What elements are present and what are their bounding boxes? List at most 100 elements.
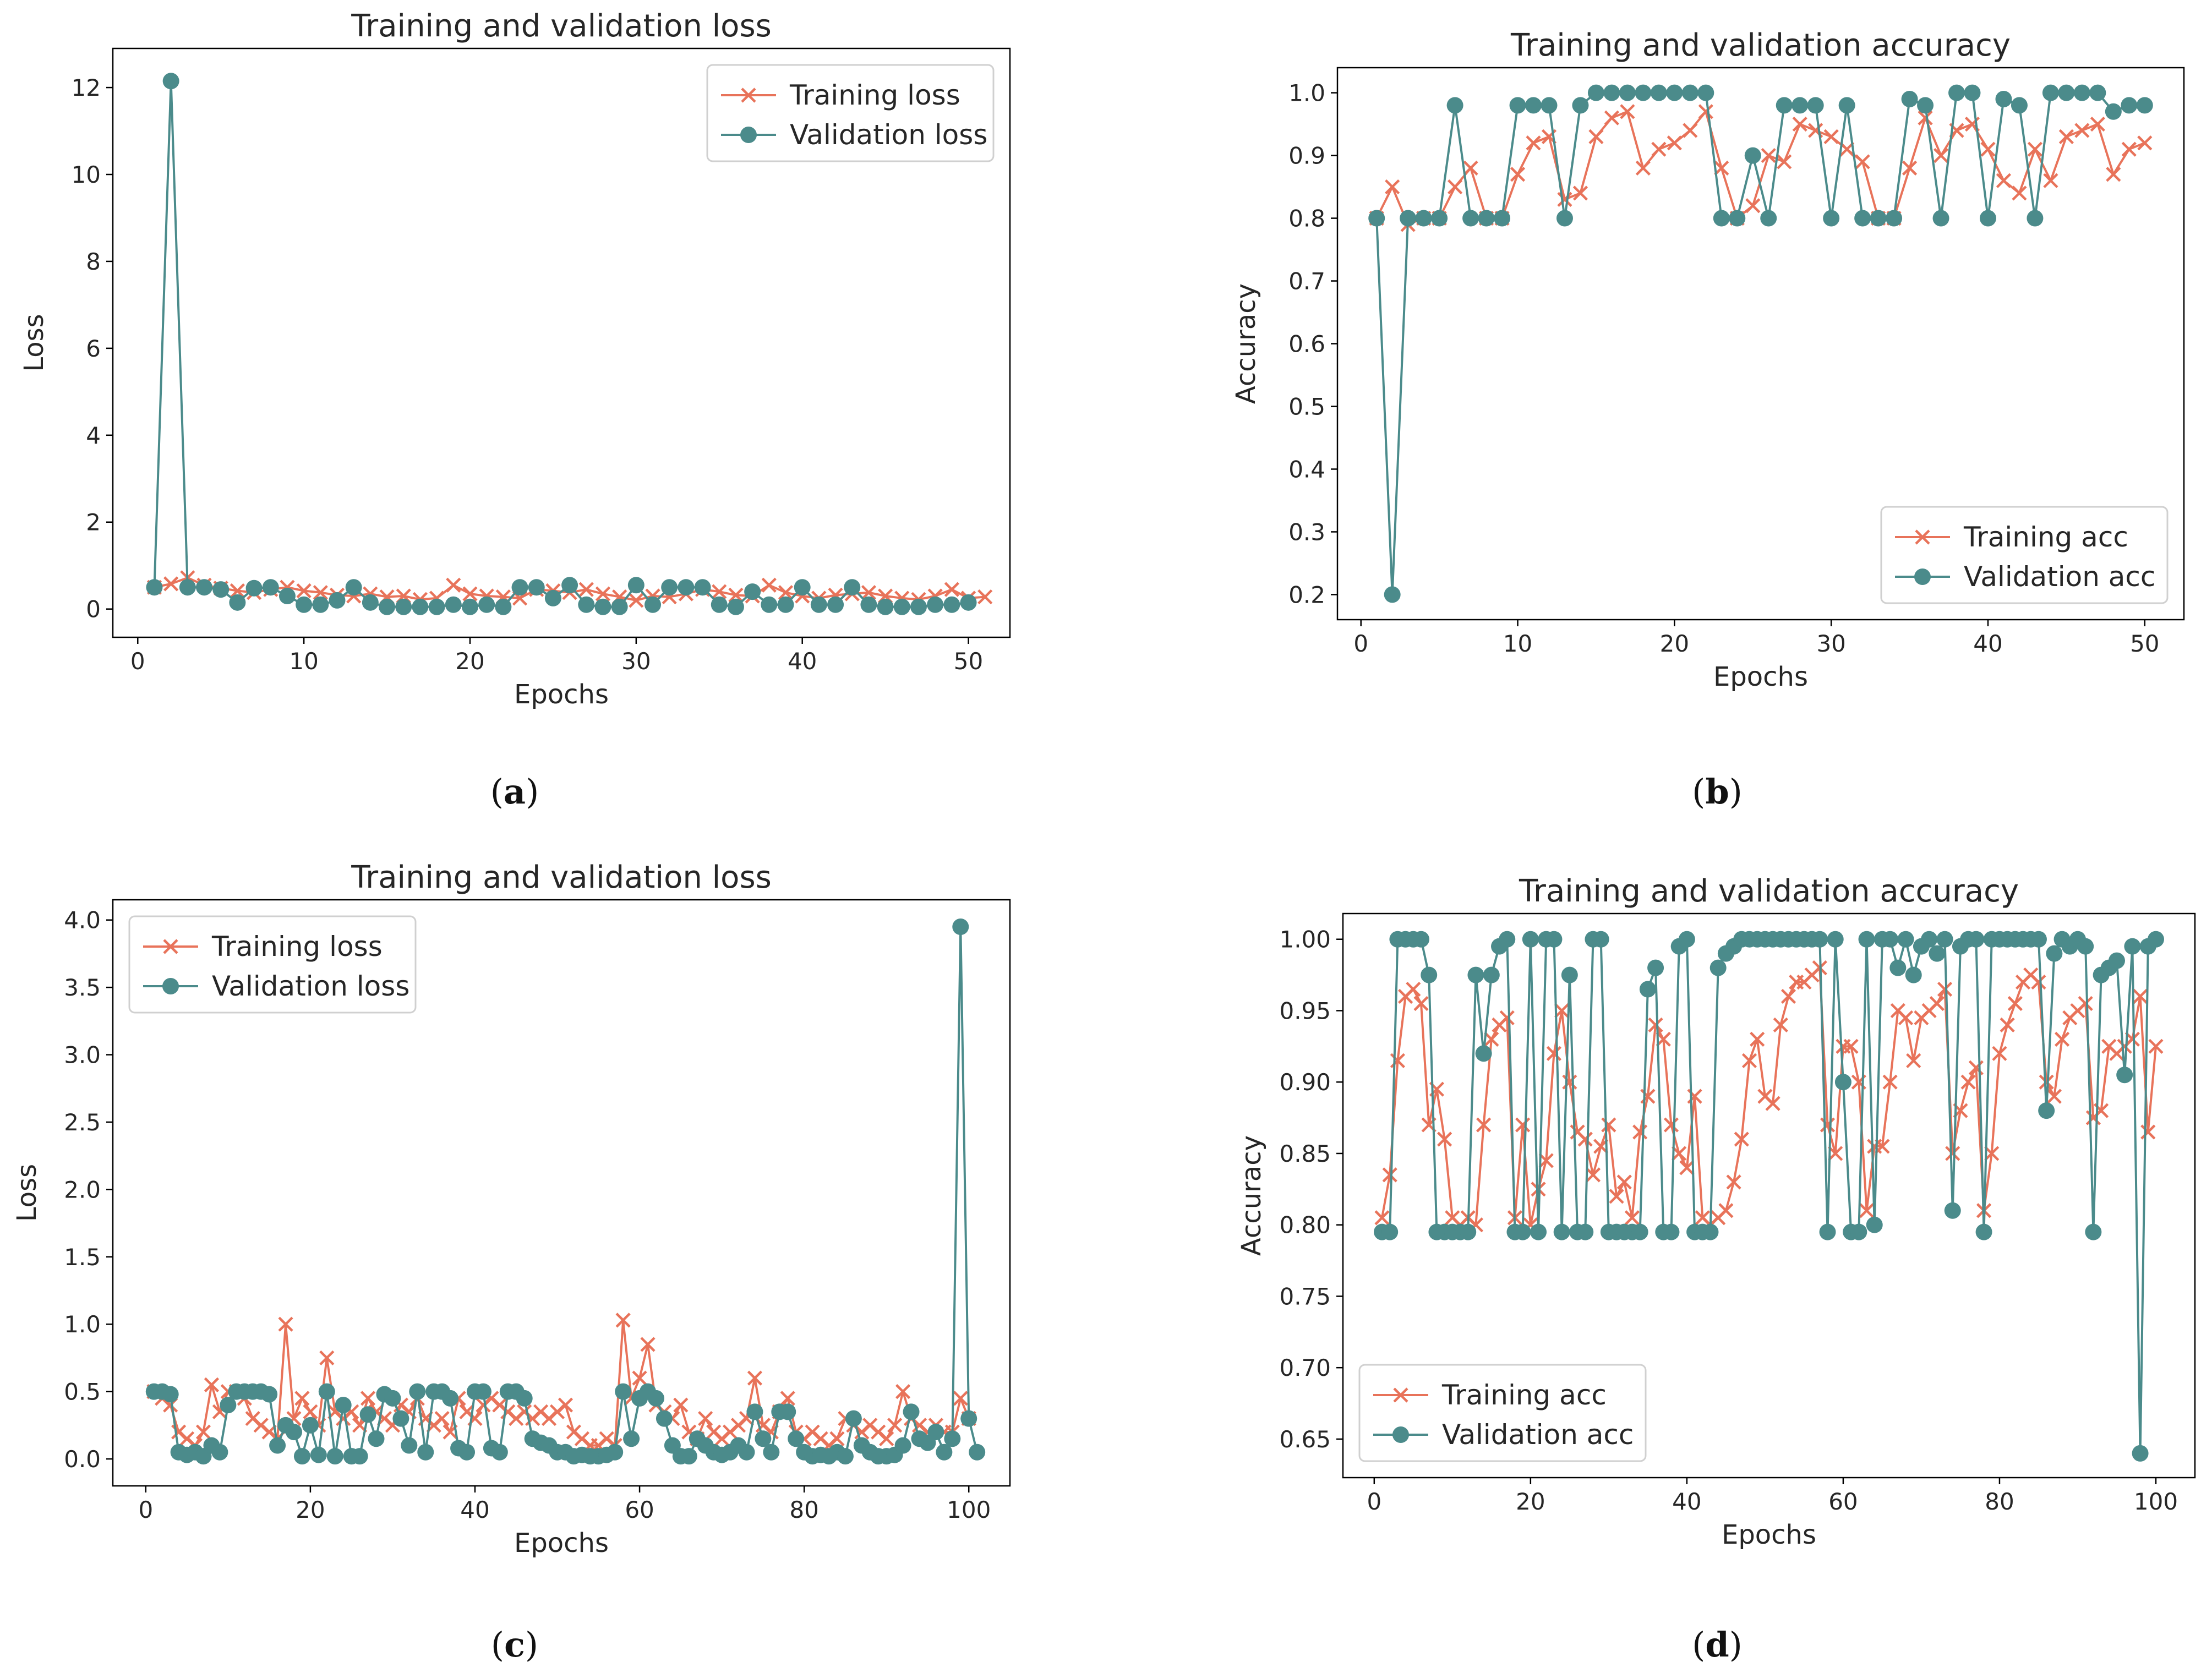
data-point (794, 579, 811, 596)
data-point (711, 596, 728, 613)
data-point (2089, 84, 2106, 101)
data-point (1475, 1045, 1492, 1062)
y-tick-label: 2 (86, 509, 101, 536)
legend-entry: Validation acc (1964, 561, 2155, 593)
data-point (1431, 210, 1448, 227)
caption-letter: d (1705, 1625, 1729, 1665)
legend-marker (1915, 529, 1930, 545)
data-point (1561, 966, 1578, 983)
data-point (2031, 974, 2046, 990)
data-point (2043, 173, 2058, 188)
data-point (395, 598, 412, 615)
data-point (1917, 97, 1934, 114)
x-tick-label: 10 (289, 648, 318, 675)
data-point (829, 1431, 845, 1446)
data-point (2077, 938, 2094, 955)
data-point (936, 1444, 953, 1461)
data-point (544, 589, 561, 606)
data-point (312, 596, 329, 613)
data-point (1604, 110, 1620, 125)
legend-entry: Training acc (1963, 521, 2128, 553)
data-point (1572, 185, 1588, 201)
data-point (1648, 1017, 1663, 1033)
data-point (2039, 1074, 2054, 1090)
x-tick-label: 50 (2130, 630, 2159, 657)
chart-panel-a: Training and validation loss 0 10 20 30 40 50 0… (19, 8, 1011, 710)
data-point (162, 1386, 179, 1403)
data-point (645, 596, 662, 613)
data-point (879, 1431, 894, 1446)
data-point (1601, 1117, 1616, 1133)
data-point (2121, 97, 2138, 114)
data-point (944, 1430, 961, 1447)
data-point (698, 1410, 713, 1426)
data-point (943, 596, 960, 613)
data-point (1588, 129, 1604, 144)
data-point (1679, 1160, 1695, 1176)
data-point (1854, 210, 1871, 227)
data-point (1718, 1203, 1734, 1218)
data-point (1666, 84, 1683, 101)
panel-caption: (d) (1692, 1625, 1743, 1665)
x-axis-label: Epochs (514, 1528, 609, 1559)
data-point (1678, 931, 1695, 948)
series-validation (145, 918, 986, 1465)
data-point (1587, 84, 1604, 101)
data-point (1936, 931, 1953, 948)
data-point (1964, 84, 1981, 101)
chart-panel-c: Training and validation loss 0 20 40 60 80 100… (12, 860, 1011, 1559)
data-point (1897, 931, 1914, 948)
data-point (1945, 1146, 1960, 1161)
y-tick-label: 8 (86, 248, 101, 275)
data-point (1499, 931, 1516, 948)
data-point (712, 584, 727, 599)
data-point (837, 1448, 854, 1465)
y-tick-label: 0.8 (1288, 205, 1325, 232)
data-point (844, 579, 861, 596)
data-point (673, 1397, 689, 1413)
data-point (1820, 1117, 1836, 1133)
data-point (478, 596, 495, 613)
data-point (1609, 1189, 1624, 1204)
data-point (1400, 210, 1417, 227)
data-point (302, 1417, 319, 1434)
y-tick-label: 10 (72, 161, 101, 188)
y-axis-label: Loss (19, 314, 50, 371)
data-point (1760, 210, 1777, 227)
series-validation (1374, 931, 2164, 1462)
legend-marker (740, 127, 757, 143)
x-tick-label: 30 (621, 648, 651, 675)
y-tick-label: 2.5 (64, 1109, 101, 1136)
data-point (615, 1383, 632, 1400)
data-point (1858, 931, 1875, 948)
data-point (1620, 104, 1635, 119)
y-tick-label: 0.70 (1279, 1354, 1331, 1381)
legend-entry: Validation loss (790, 119, 987, 151)
caption-paren-open: ( (490, 772, 504, 812)
data-point (1463, 160, 1478, 176)
data-point (269, 1437, 286, 1454)
data-point (1484, 1031, 1499, 1047)
data-point (1777, 154, 1792, 170)
data-point (2121, 141, 2137, 157)
data-point (359, 1406, 376, 1423)
x-tick-label: 20 (1516, 1488, 1545, 1515)
data-point (1882, 931, 1899, 948)
data-point (445, 596, 462, 613)
y-tick-label: 12 (72, 74, 101, 101)
data-point (2136, 97, 2153, 114)
data-point (678, 579, 695, 596)
data-point (162, 73, 179, 90)
data-point (953, 1391, 968, 1406)
plot-area (112, 899, 1011, 1487)
data-point (1882, 1074, 1898, 1090)
data-point (1460, 1223, 1477, 1240)
data-point (1765, 1096, 1780, 1111)
data-point (780, 1391, 795, 1406)
data-point (1792, 97, 1809, 114)
data-point (1834, 1074, 1851, 1091)
data-point (1413, 931, 1430, 948)
caption-paren-open: ( (1692, 1625, 1705, 1665)
data-point (294, 1391, 310, 1406)
data-point (296, 596, 313, 613)
